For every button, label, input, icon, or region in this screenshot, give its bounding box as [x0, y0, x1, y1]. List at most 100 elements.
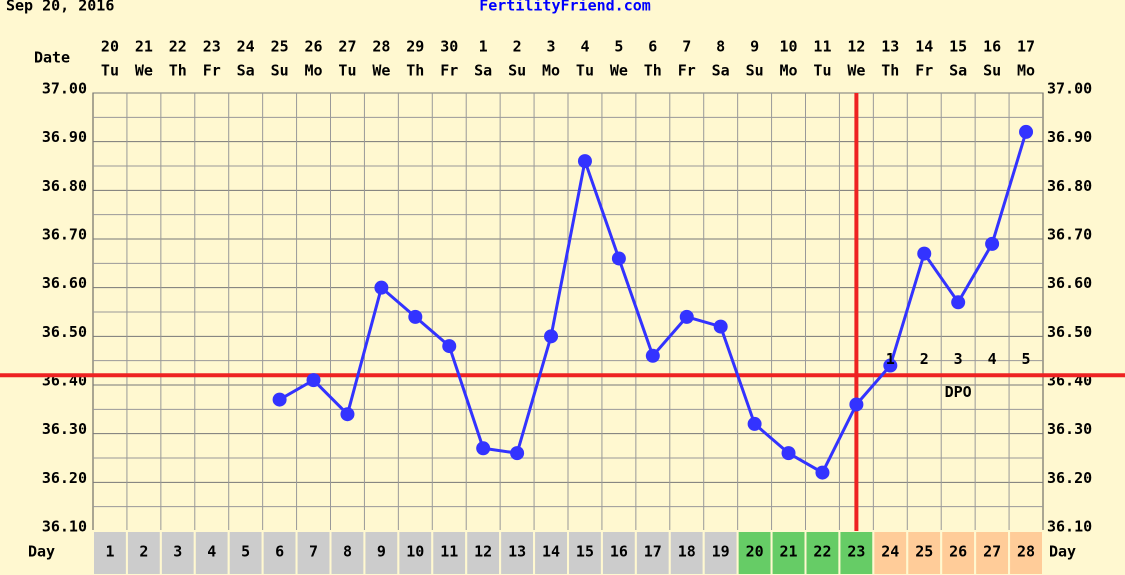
temperature-point [985, 236, 1000, 251]
temperature-point [951, 295, 966, 310]
y-tick-label: 36.90 [42, 128, 87, 146]
date-label: 2 [513, 38, 522, 56]
day-number: 6 [275, 543, 284, 561]
day-cell [227, 530, 264, 575]
date-label: 30 [440, 38, 458, 56]
weekday-label: Tu [338, 62, 356, 80]
dpo-label: DPO [945, 383, 972, 401]
weekday-label: Mo [542, 62, 560, 80]
weekday-label: Sa [474, 62, 492, 80]
y-tick-label: 36.50 [42, 323, 87, 341]
day-number: 8 [343, 543, 352, 561]
temperature-point [645, 348, 660, 363]
day-cell [499, 530, 536, 575]
y-tick-label-right: 36.50 [1047, 323, 1092, 341]
weekday-label: Th [644, 62, 662, 80]
day-number: 28 [1017, 543, 1035, 561]
date-label: 29 [406, 38, 424, 56]
weekday-label: Fr [440, 62, 458, 80]
date-label: 5 [614, 38, 623, 56]
temperature-point [747, 416, 762, 431]
weekday-label: Mo [1017, 62, 1035, 80]
weekday-label: We [610, 62, 628, 80]
temperature-point [442, 339, 457, 354]
weekday-label: Fr [915, 62, 933, 80]
date-label: 15 [949, 38, 967, 56]
day-number: 14 [542, 543, 560, 561]
dpo-number: 2 [920, 350, 929, 368]
day-cell [1008, 530, 1044, 575]
weekday-label: Mo [780, 62, 798, 80]
weekday-label: Sa [237, 62, 255, 80]
temperature-point [510, 446, 525, 461]
day-number: 24 [881, 543, 899, 561]
weekday-label: Sa [712, 62, 730, 80]
chart-title: FertilityFriend.com [479, 0, 651, 15]
weekday-label: We [135, 62, 153, 80]
y-tick-label-right: 36.60 [1047, 274, 1092, 292]
y-tick-label: 37.00 [42, 80, 87, 98]
day-number: 9 [377, 543, 386, 561]
weekday-label: Su [983, 62, 1001, 80]
dpo-number: 4 [988, 350, 997, 368]
day-number: 7 [309, 543, 318, 561]
date-label: 25 [271, 38, 289, 56]
temperature-point [408, 309, 423, 324]
date-label: 7 [682, 38, 691, 56]
day-cell [125, 530, 162, 575]
date-label: 10 [780, 38, 798, 56]
date-label: 14 [915, 38, 933, 56]
date-label: 27 [338, 38, 356, 56]
y-tick-label: 36.60 [42, 274, 87, 292]
day-label-right: Day [1049, 543, 1076, 561]
weekday-label: Mo [305, 62, 323, 80]
dpo-number: 3 [954, 350, 963, 368]
weekday-label: Fr [203, 62, 221, 80]
day-number: 16 [610, 543, 628, 561]
day-number: 20 [746, 543, 764, 561]
y-tick-label: 36.10 [42, 518, 87, 536]
weekday-label: Sa [949, 62, 967, 80]
dpo-number: 5 [1022, 350, 1031, 368]
day-number: 17 [644, 543, 662, 561]
temperature-point [883, 358, 898, 373]
chart-subtitle: Sep 20, 2016 [6, 0, 114, 15]
y-tick-label-right: 37.00 [1047, 80, 1092, 98]
day-number: 26 [949, 543, 967, 561]
y-tick-label: 36.80 [42, 177, 87, 195]
temperature-point [815, 465, 830, 480]
weekday-label: Tu [813, 62, 831, 80]
date-label: 26 [305, 38, 323, 56]
date-label: 6 [648, 38, 657, 56]
dpo-number: 1 [886, 350, 895, 368]
weekday-label: Su [508, 62, 526, 80]
day-cell [634, 530, 671, 575]
day-cell [92, 530, 128, 575]
date-label: Date [34, 49, 70, 67]
weekday-label: Su [746, 62, 764, 80]
temperature-point [781, 446, 796, 461]
y-tick-label-right: 36.10 [1047, 518, 1092, 536]
temperature-point [306, 373, 321, 388]
day-number: 18 [678, 543, 696, 561]
day-cell [804, 530, 841, 575]
date-label: 23 [203, 38, 221, 56]
date-label: 28 [372, 38, 390, 56]
weekday-label: Fr [678, 62, 696, 80]
date-label: 3 [547, 38, 556, 56]
date-label: 16 [983, 38, 1001, 56]
y-tick-label-right: 36.70 [1047, 226, 1092, 244]
temperature-point [476, 441, 491, 456]
weekday-label: Th [169, 62, 187, 80]
temperature-point [849, 397, 864, 412]
date-label: 20 [101, 38, 119, 56]
date-label: 11 [813, 38, 831, 56]
day-number: 5 [241, 543, 250, 561]
date-label: 24 [237, 38, 255, 56]
y-tick-label: 36.70 [42, 226, 87, 244]
temperature-point [544, 329, 559, 344]
day-number: 25 [915, 543, 933, 561]
weekday-label: Su [271, 62, 289, 80]
temperature-point [611, 251, 626, 266]
